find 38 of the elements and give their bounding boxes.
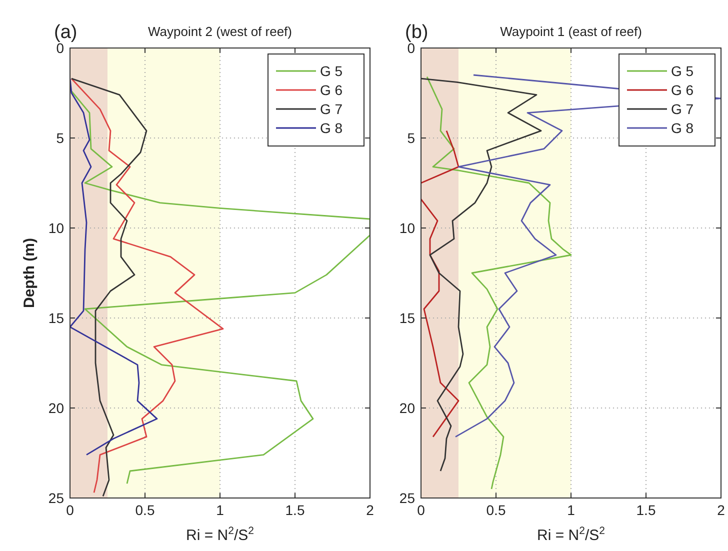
- line-series: [70, 78, 158, 456]
- y-axis-title: Depth (m): [21, 238, 38, 308]
- x-axis-title: Ri = N$^{2}$/S$^{2}$: [537, 525, 606, 544]
- x-tick-label: 0.5: [135, 502, 155, 518]
- chart-title: Waypoint 1 (east of reef): [500, 24, 642, 39]
- legend-label: G 5: [671, 63, 694, 79]
- y-tick-label: 5: [407, 130, 416, 146]
- y-tick-label: 25: [48, 490, 64, 506]
- legend-label: G 7: [320, 101, 343, 117]
- line-series: [426, 76, 572, 490]
- line-series: [70, 78, 224, 494]
- x-tick-label: 1: [216, 502, 224, 518]
- legend-label: G 6: [671, 82, 694, 98]
- y-tick-label: 5: [56, 130, 64, 146]
- x-tick-label: 1.5: [285, 502, 305, 518]
- legend-label: G 8: [671, 120, 694, 136]
- x-tick-label: 0: [66, 502, 74, 518]
- x-tick-label: 0: [417, 502, 426, 518]
- y-tick-label: 25: [399, 490, 416, 506]
- y-tick-label: 15: [48, 310, 64, 326]
- x-tick-label: 2: [366, 502, 374, 518]
- x-tick-label: 2: [717, 502, 726, 518]
- y-tick-label: 15: [399, 310, 416, 326]
- legend-label: G 5: [320, 63, 343, 79]
- text: (a): [54, 22, 78, 43]
- y-tick-label: 10: [48, 220, 64, 236]
- x-tick-label: 1: [567, 502, 576, 518]
- chart-title: Waypoint 2 (west of reef): [148, 24, 292, 39]
- x-tick-label: 1.5: [636, 502, 656, 518]
- legend-label: G 8: [320, 120, 343, 136]
- x-tick-label: 0.5: [486, 502, 506, 518]
- text: (b): [405, 22, 428, 43]
- legend-label: G 7: [671, 101, 694, 117]
- y-tick-label: 10: [399, 220, 416, 236]
- legend-label: G 6: [320, 82, 343, 98]
- y-tick-label: 20: [399, 400, 416, 416]
- y-tick-label: 20: [48, 400, 64, 416]
- x-axis-title: Ri = N$^{2}$/S$^{2}$: [186, 525, 254, 544]
